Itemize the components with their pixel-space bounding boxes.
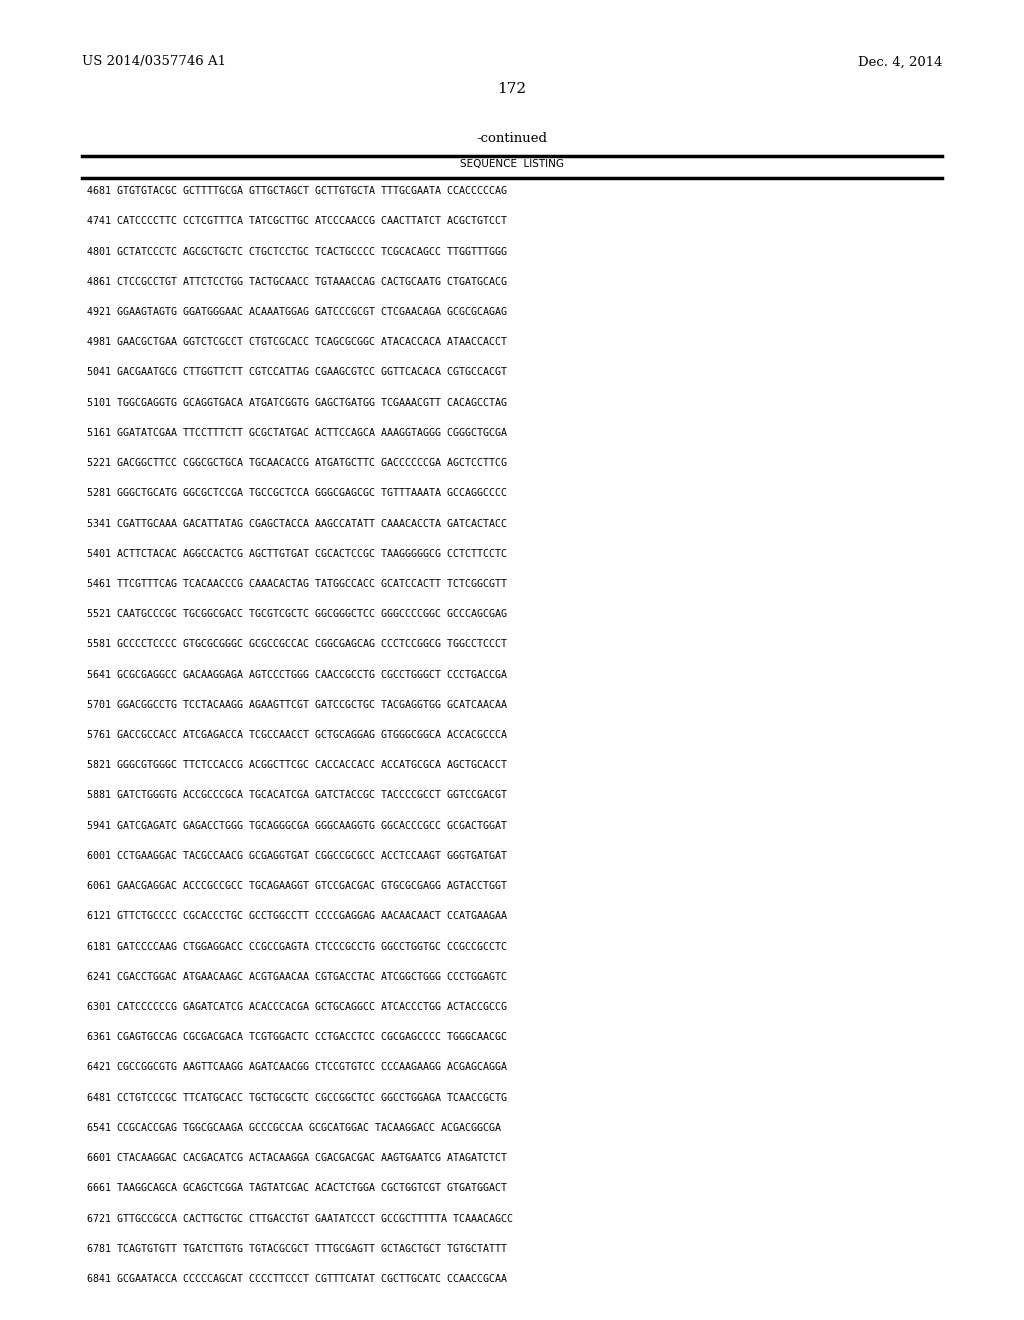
Text: Dec. 4, 2014: Dec. 4, 2014 — [857, 55, 942, 69]
Text: SEQUENCE  LISTING: SEQUENCE LISTING — [460, 160, 564, 169]
Text: 6481 CCTGTCCCGC TTCATGCACC TGCTGCGCTC CGCCGGCTCC GGCCTGGAGA TCAACCGCTG: 6481 CCTGTCCCGC TTCATGCACC TGCTGCGCTC CG… — [87, 1093, 507, 1102]
Text: 6301 CATCCCCCCG GAGATCATCG ACACCCACGA GCTGCAGGCC ATCACCCTGG ACTACCGCCG: 6301 CATCCCCCCG GAGATCATCG ACACCCACGA GC… — [87, 1002, 507, 1012]
Text: 4921 GGAAGTAGTG GGATGGGAAC ACAAATGGAG GATCCCGCGT CTCGAACAGA GCGCGCAGAG: 4921 GGAAGTAGTG GGATGGGAAC ACAAATGGAG GA… — [87, 308, 507, 317]
Text: 6361 CGAGTGCCAG CGCGACGACA TCGTGGACTC CCTGACCTCC CGCGAGCCCC TGGGCAACGC: 6361 CGAGTGCCAG CGCGACGACA TCGTGGACTC CC… — [87, 1032, 507, 1043]
Text: -continued: -continued — [476, 132, 548, 145]
Text: 5821 GGGCGTGGGC TTCTCCACCG ACGGCTTCGC CACCACCACC ACCATGCGCA AGCTGCACCT: 5821 GGGCGTGGGC TTCTCCACCG ACGGCTTCGC CA… — [87, 760, 507, 771]
Text: 5941 GATCGAGATC GAGACCTGGG TGCAGGGCGA GGGCAAGGTG GGCACCCGCC GCGACTGGAT: 5941 GATCGAGATC GAGACCTGGG TGCAGGGCGA GG… — [87, 821, 507, 830]
Text: 6721 GTTGCCGCCA CACTTGCTGC CTTGACCTGT GAATATCCCT GCCGCTTTTTA TCAAACAGCC: 6721 GTTGCCGCCA CACTTGCTGC CTTGACCTGT GA… — [87, 1213, 513, 1224]
Text: 5221 GACGGCTTCC CGGCGCTGCA TGCAACACCG ATGATGCTTC GACCCCCCGA AGCTCCTTCG: 5221 GACGGCTTCC CGGCGCTGCA TGCAACACCG AT… — [87, 458, 507, 469]
Text: 6181 GATCCCCAAG CTGGAGGACC CCGCCGAGTA CTCCCGCCTG GGCCTGGTGC CCGCCGCCTC: 6181 GATCCCCAAG CTGGAGGACC CCGCCGAGTA CT… — [87, 941, 507, 952]
Text: 5761 GACCGCCACC ATCGAGACCA TCGCCAACCT GCTGCAGGAG GTGGGCGGCA ACCACGCCCA: 5761 GACCGCCACC ATCGAGACCA TCGCCAACCT GC… — [87, 730, 507, 741]
Text: 4801 GCTATCCCTC AGCGCTGCTC CTGCTCCTGC TCACTGCCCC TCGCACAGCC TTGGTTTGGG: 4801 GCTATCCCTC AGCGCTGCTC CTGCTCCTGC TC… — [87, 247, 507, 256]
Text: 6001 CCTGAAGGAC TACGCCAACG GCGAGGTGAT CGGCCGCGCC ACCTCCAAGT GGGTGATGAT: 6001 CCTGAAGGAC TACGCCAACG GCGAGGTGAT CG… — [87, 851, 507, 861]
Text: 5521 CAATGCCCGC TGCGGCGACC TGCGTCGCTC GGCGGGCTCC GGGCCCCGGC GCCCAGCGAG: 5521 CAATGCCCGC TGCGGCGACC TGCGTCGCTC GG… — [87, 609, 507, 619]
Text: 5701 GGACGGCCTG TCCTACAAGG AGAAGTTCGT GATCCGCTGC TACGAGGTGG GCATCAACAA: 5701 GGACGGCCTG TCCTACAAGG AGAAGTTCGT GA… — [87, 700, 507, 710]
Text: 6661 TAAGGCAGCA GCAGCTCGGA TAGTATCGAC ACACTCTGGA CGCTGGTCGT GTGATGGACT: 6661 TAAGGCAGCA GCAGCTCGGA TAGTATCGAC AC… — [87, 1183, 507, 1193]
Text: 172: 172 — [498, 82, 526, 96]
Text: 5341 CGATTGCAAA GACATTATAG CGAGCTACCA AAGCCATATT CAAACACCTA GATCACTACC: 5341 CGATTGCAAA GACATTATAG CGAGCTACCA AA… — [87, 519, 507, 528]
Text: 6541 CCGCACCGAG TGGCGCAAGA GCCCGCCAA GCGCATGGAC TACAAGGACC ACGACGGCGA: 6541 CCGCACCGAG TGGCGCAAGA GCCCGCCAA GCG… — [87, 1123, 501, 1133]
Text: 6241 CGACCTGGAC ATGAACAAGC ACGTGAACAA CGTGACCTAC ATCGGCTGGG CCCTGGAGTC: 6241 CGACCTGGAC ATGAACAAGC ACGTGAACAA CG… — [87, 972, 507, 982]
Text: 6841 GCGAATACCA CCCCCAGCAT CCCCTTCCCT CGTTTCATAT CGCTTGCATC CCAACCGCAA: 6841 GCGAATACCA CCCCCAGCAT CCCCTTCCCT CG… — [87, 1274, 507, 1284]
Text: 6781 TCAGTGTGTT TGATCTTGTG TGTACGCGCT TTTGCGAGTT GCTAGCTGCT TGTGCTATTT: 6781 TCAGTGTGTT TGATCTTGTG TGTACGCGCT TT… — [87, 1243, 507, 1254]
Text: 5881 GATCTGGGTG ACCGCCCGCA TGCACATCGA GATCTACCGC TACCCCGCCT GGTCCGACGT: 5881 GATCTGGGTG ACCGCCCGCA TGCACATCGA GA… — [87, 791, 507, 800]
Text: 5101 TGGCGAGGTG GCAGGTGACA ATGATCGGTG GAGCTGATGG TCGAAACGTT CACAGCCTAG: 5101 TGGCGAGGTG GCAGGTGACA ATGATCGGTG GA… — [87, 397, 507, 408]
Text: US 2014/0357746 A1: US 2014/0357746 A1 — [82, 55, 226, 69]
Text: 6061 GAACGAGGAC ACCCGCCGCC TGCAGAAGGT GTCCGACGAC GTGCGCGAGG AGTACCTGGT: 6061 GAACGAGGAC ACCCGCCGCC TGCAGAAGGT GT… — [87, 882, 507, 891]
Text: 4861 CTCCGCCTGT ATTCTCCTGG TACTGCAACC TGTAAACCAG CACTGCAATG CTGATGCACG: 4861 CTCCGCCTGT ATTCTCCTGG TACTGCAACC TG… — [87, 277, 507, 286]
Text: 6121 GTTCTGCCCC CGCACCCTGC GCCTGGCCTT CCCCGAGGAG AACAACAACT CCATGAAGAA: 6121 GTTCTGCCCC CGCACCCTGC GCCTGGCCTT CC… — [87, 911, 507, 921]
Text: 5401 ACTTCTACAC AGGCCACTCG AGCTTGTGAT CGCACTCCGC TAAGGGGGCG CCTCTTCCTC: 5401 ACTTCTACAC AGGCCACTCG AGCTTGTGAT CG… — [87, 549, 507, 558]
Text: 5461 TTCGTTTCAG TCACAACCCG CAAACACTAG TATGGCCACC GCATCCACTT TCTCGGCGTT: 5461 TTCGTTTCAG TCACAACCCG CAAACACTAG TA… — [87, 579, 507, 589]
Text: 5641 GCGCGAGGCC GACAAGGAGA AGTCCCTGGG CAACCGCCTG CGCCTGGGCT CCCTGACCGA: 5641 GCGCGAGGCC GACAAGGAGA AGTCCCTGGG CA… — [87, 669, 507, 680]
Text: 4981 GAACGCTGAA GGTCTCGCCT CTGTCGCACC TCAGCGCGGC ATACACCACA ATAACCACCT: 4981 GAACGCTGAA GGTCTCGCCT CTGTCGCACC TC… — [87, 337, 507, 347]
Text: 4741 CATCCCCTTC CCTCGTTTCA TATCGCTTGC ATCCCAACCG CAACTTATCT ACGCTGTCCT: 4741 CATCCCCTTC CCTCGTTTCA TATCGCTTGC AT… — [87, 216, 507, 226]
Text: 5281 GGGCTGCATG GGCGCTCCGA TGCCGCTCCA GGGCGAGCGC TGTTTAAATA GCCAGGCCCC: 5281 GGGCTGCATG GGCGCTCCGA TGCCGCTCCA GG… — [87, 488, 507, 498]
Text: 6601 CTACAAGGAC CACGACATCG ACTACAAGGA CGACGACGAC AAGTGAATCG ATAGATCTCT: 6601 CTACAAGGAC CACGACATCG ACTACAAGGA CG… — [87, 1154, 507, 1163]
Text: 5581 GCCCCTCCCC GTGCGCGGGC GCGCCGCCAC CGGCGAGCAG CCCTCCGGCG TGGCCTCCCT: 5581 GCCCCTCCCC GTGCGCGGGC GCGCCGCCAC CG… — [87, 639, 507, 649]
Text: 5161 GGATATCGAA TTCCTTTCTT GCGCTATGAC ACTTCCAGCA AAAGGTAGGG CGGGCTGCGA: 5161 GGATATCGAA TTCCTTTCTT GCGCTATGAC AC… — [87, 428, 507, 438]
Text: 5041 GACGAATGCG CTTGGTTCTT CGTCCATTAG CGAAGCGTCC GGTTCACACA CGTGCCACGT: 5041 GACGAATGCG CTTGGTTCTT CGTCCATTAG CG… — [87, 367, 507, 378]
Text: 6421 CGCCGGCGTG AAGTTCAAGG AGATCAACGG CTCCGTGTCC CCCAAGAAGG ACGAGCAGGA: 6421 CGCCGGCGTG AAGTTCAAGG AGATCAACGG CT… — [87, 1063, 507, 1072]
Text: 4681 GTGTGTACGC GCTTTTGCGA GTTGCTAGCT GCTTGTGCTA TTTGCGAATA CCACCCCCAG: 4681 GTGTGTACGC GCTTTTGCGA GTTGCTAGCT GC… — [87, 186, 507, 197]
